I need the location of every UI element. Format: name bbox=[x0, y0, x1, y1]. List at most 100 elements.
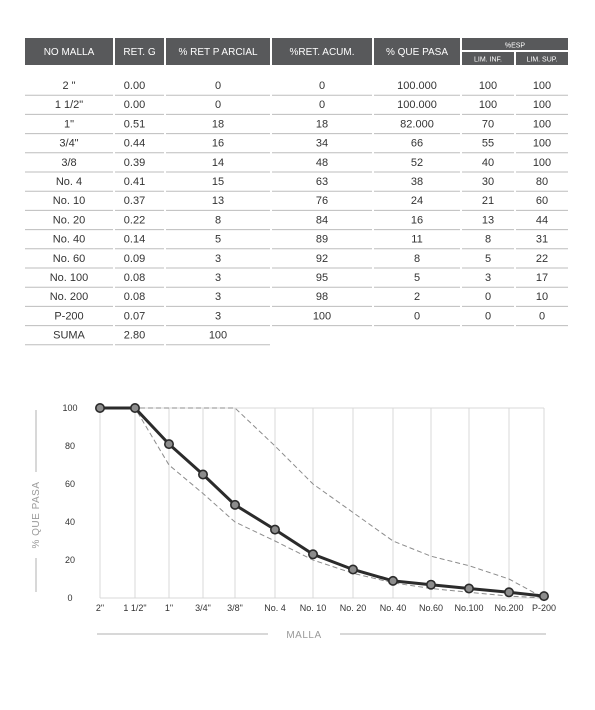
table-cell: 0.08 bbox=[124, 272, 145, 284]
table-cell: 18 bbox=[212, 118, 224, 130]
table-cell: 11 bbox=[411, 234, 422, 246]
table-cell: 0.37 bbox=[124, 195, 145, 207]
y-tick-label: 100 bbox=[62, 403, 77, 413]
esp-header-bg bbox=[462, 38, 568, 50]
esp-subheader: LIM. INF. bbox=[474, 57, 502, 64]
esp-group-header: %ESP bbox=[505, 43, 526, 50]
limit-series-line bbox=[100, 407, 545, 599]
table-cell: 0.09 bbox=[124, 253, 145, 265]
passing-point bbox=[387, 575, 398, 586]
header-cell-bg bbox=[25, 38, 113, 65]
granulometry-table: NO MALLA RET. G % RET P ARCIAL %RET. ACUM.%… bbox=[25, 38, 568, 346]
table-cell: 100 bbox=[533, 80, 551, 92]
row-label: No. 200 bbox=[50, 291, 89, 303]
y-tick-label: 60 bbox=[65, 479, 75, 489]
table-cell: 16 bbox=[212, 138, 224, 150]
table-cell: 0.44 bbox=[124, 138, 145, 150]
table-cell: 8 bbox=[215, 214, 221, 226]
table-cell: 0.22 bbox=[124, 214, 145, 226]
header-cell-bg bbox=[272, 38, 372, 65]
table-cell: 100.000 bbox=[397, 80, 437, 92]
table-cell: 76 bbox=[316, 195, 328, 207]
table-cell: 55 bbox=[482, 138, 494, 150]
table-cell: 5 bbox=[414, 272, 420, 284]
table-cell: 31 bbox=[536, 234, 548, 246]
row-label: P-200 bbox=[54, 310, 83, 322]
sum-cell: SUMA bbox=[53, 330, 85, 342]
table-cell: 66 bbox=[411, 138, 423, 150]
table-cell: 0 bbox=[215, 80, 221, 92]
x-axis-title: MALLA bbox=[286, 630, 321, 641]
header-cell-bg bbox=[115, 38, 164, 65]
table-cell: 0.14 bbox=[124, 234, 145, 246]
table-cell: 3 bbox=[215, 310, 221, 322]
esp-subheader-bg bbox=[516, 52, 568, 65]
table-cell: 0 bbox=[319, 80, 325, 92]
table-cell: 0 bbox=[539, 310, 545, 322]
sum-cell: 2.80 bbox=[124, 330, 145, 342]
passing-point bbox=[164, 439, 175, 450]
passing-point bbox=[538, 591, 549, 602]
table-cell: 98 bbox=[316, 291, 328, 303]
table-cell: 52 bbox=[411, 157, 423, 169]
table-cell: 38 bbox=[411, 176, 423, 188]
table-cell: 44 bbox=[536, 214, 548, 226]
table-cell: 13 bbox=[482, 214, 494, 226]
table-cell: 24 bbox=[411, 195, 423, 207]
table-cell: 0.08 bbox=[124, 291, 145, 303]
table-cell: 22 bbox=[536, 253, 548, 265]
row-label: 2 " bbox=[62, 80, 75, 92]
passing-point bbox=[307, 549, 318, 560]
passing-point bbox=[130, 402, 141, 413]
table-cell: 5 bbox=[485, 253, 491, 265]
table-cell: 80 bbox=[536, 176, 548, 188]
table-cell: 10 bbox=[536, 291, 548, 303]
table-cell: 100 bbox=[313, 310, 331, 322]
y-tick-label: 0 bbox=[67, 593, 72, 603]
passing-point bbox=[95, 402, 106, 413]
passing-point bbox=[230, 499, 241, 510]
table-cell: 14 bbox=[212, 157, 224, 169]
table-cell: 0.00 bbox=[124, 99, 145, 111]
x-tick-label: No.100 bbox=[454, 603, 483, 613]
row-label: 1" bbox=[64, 118, 74, 130]
table-cell: 100 bbox=[533, 99, 551, 111]
table-cell: 0 bbox=[485, 310, 491, 322]
table-cell: 3 bbox=[215, 253, 221, 265]
table-cell: 3 bbox=[215, 291, 221, 303]
table-cell: 18 bbox=[316, 118, 328, 130]
table-cell: 40 bbox=[482, 157, 494, 169]
row-label: 1 1/2" bbox=[55, 99, 83, 111]
row-label: No. 4 bbox=[56, 176, 82, 188]
x-tick-label: P-200 bbox=[532, 603, 556, 613]
table-cell: 16 bbox=[411, 214, 423, 226]
y-tick-label: 40 bbox=[65, 517, 75, 527]
table-cell: 70 bbox=[482, 118, 494, 130]
esp-subheader: LIM. SUP. bbox=[527, 57, 558, 64]
table-cell: 3 bbox=[485, 272, 491, 284]
y-tick-label: 80 bbox=[65, 441, 75, 451]
table-cell: 3 bbox=[215, 272, 221, 284]
passing-point bbox=[269, 524, 280, 535]
esp-subheader-bg bbox=[462, 52, 514, 65]
table-cell: 100 bbox=[533, 157, 551, 169]
passing-series-line bbox=[100, 406, 545, 598]
table-cell: 0 bbox=[215, 99, 221, 111]
limit-series-line bbox=[100, 407, 545, 599]
table-cell: 34 bbox=[316, 138, 328, 150]
table-cell: 95 bbox=[316, 272, 328, 284]
x-tick-label: No.200 bbox=[494, 603, 523, 613]
row-label: No. 40 bbox=[53, 234, 85, 246]
sum-cell: 100 bbox=[209, 330, 227, 342]
row-label: 3/8 bbox=[61, 157, 76, 169]
table-cell: 48 bbox=[316, 157, 328, 169]
table-cell: 0 bbox=[319, 99, 325, 111]
column-header: RET. G bbox=[123, 47, 155, 58]
table-cell: 63 bbox=[316, 176, 328, 188]
table-cell: 5 bbox=[215, 234, 221, 246]
passing-point bbox=[503, 587, 514, 598]
table-cell: 30 bbox=[482, 176, 494, 188]
table-cell: 100 bbox=[479, 80, 497, 92]
table-cell: 17 bbox=[536, 272, 548, 284]
header-cell-bg bbox=[374, 38, 460, 65]
